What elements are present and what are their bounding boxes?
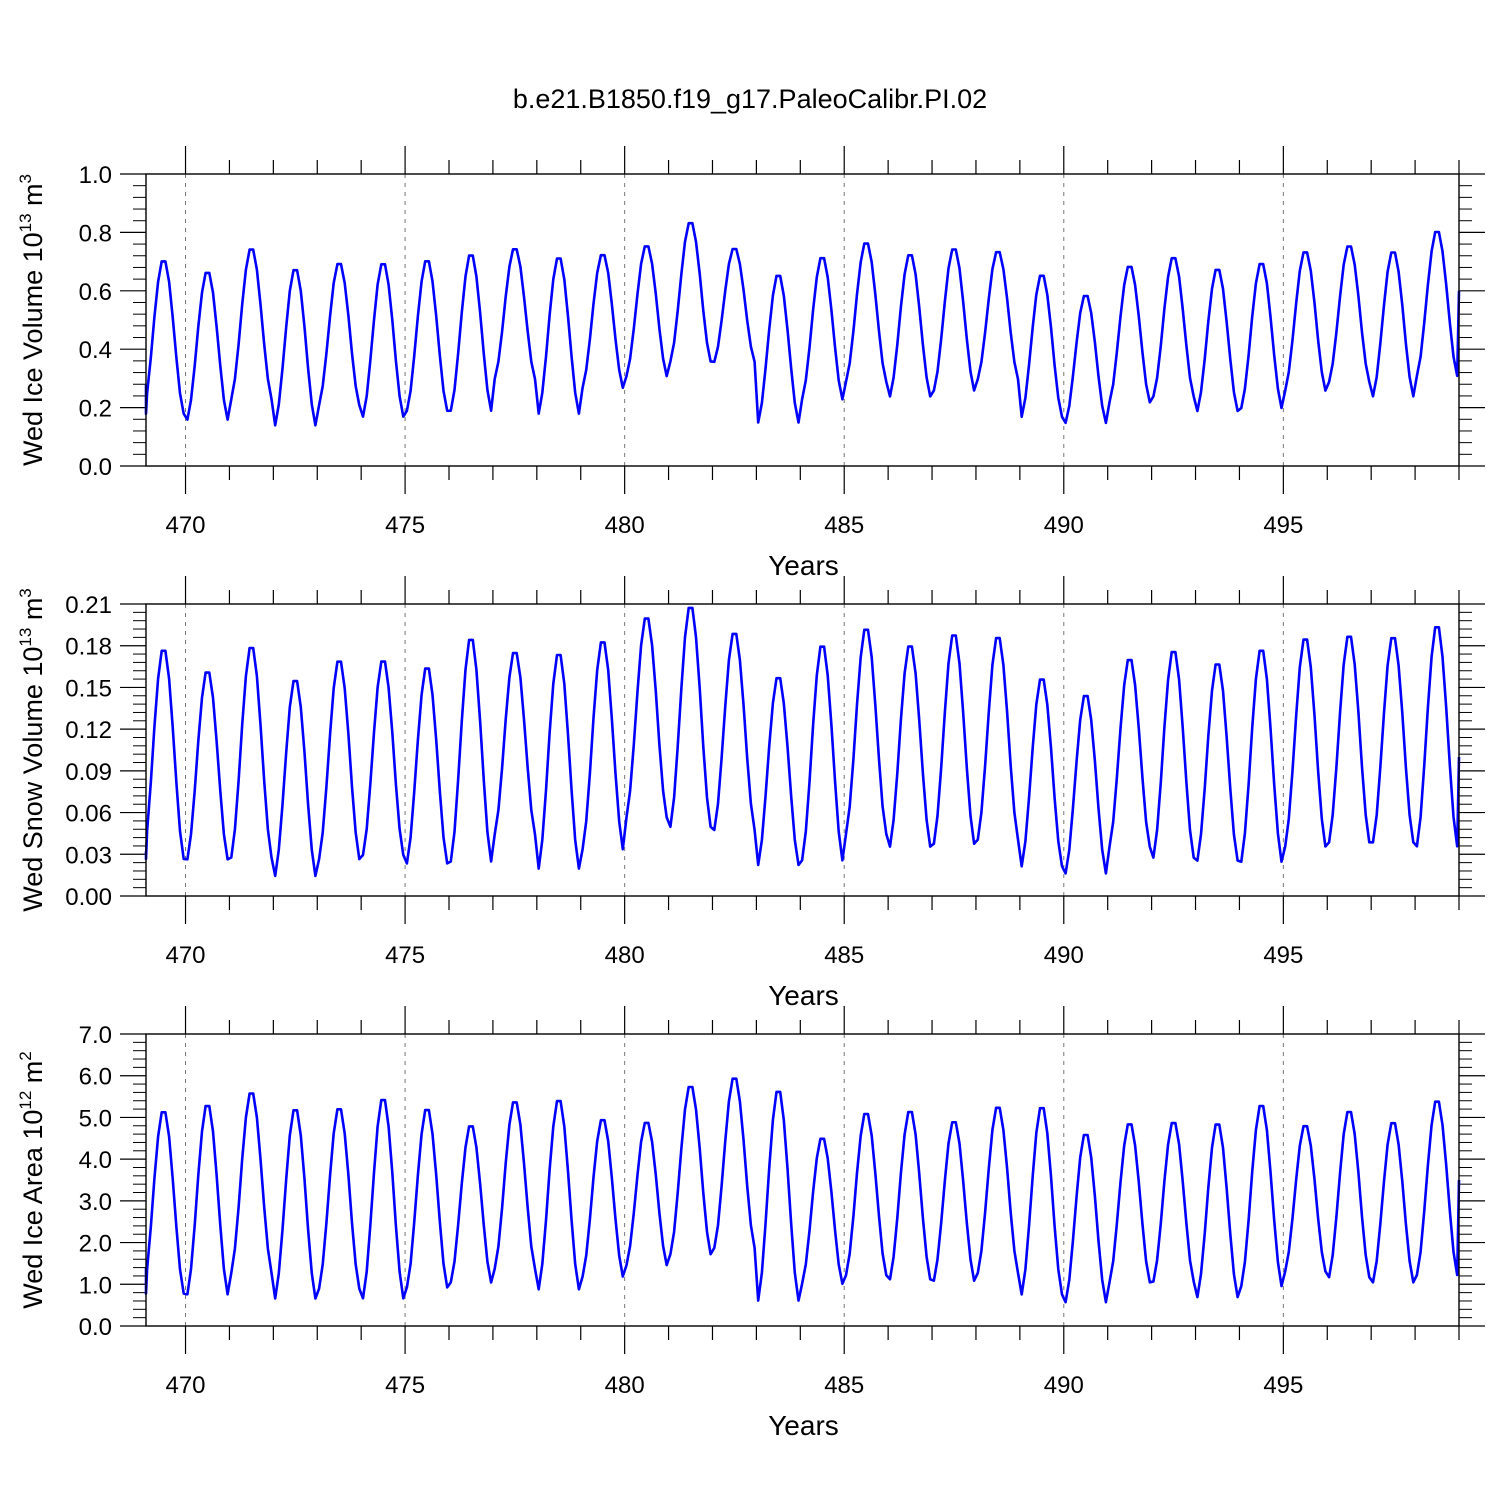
y-tick-label: 0.15: [65, 675, 112, 702]
series-line: [144, 1077, 1461, 1304]
y-tick-label: 2.0: [79, 1231, 112, 1258]
x-axis-label: Years: [768, 980, 839, 1011]
y-tick-label: 1.0: [79, 162, 112, 189]
y-tick-label: 0.18: [65, 634, 112, 661]
y-tick-label: 6.0: [79, 1064, 112, 1091]
y-tick-label: 0.8: [79, 220, 112, 247]
chart-panel-2: 0.00 0.03 0.06 0.09 0.12 0.15 0.18 0.21 470 475 48…: [16, 576, 1485, 1011]
x-tick-label: 485: [824, 512, 864, 539]
x-axis-label: Years: [768, 1410, 839, 1441]
y-tick-label: 0.0: [79, 454, 112, 481]
y-axis-label: Wed Ice Area 1012 m2: [16, 1051, 48, 1309]
y-tick-label: 0.09: [65, 759, 112, 786]
y-tick-label: 7.0: [79, 1022, 112, 1049]
y-axis-label: Wed Snow Volume 1013 m3: [16, 588, 48, 912]
y-tick-label: 0.6: [79, 279, 112, 306]
y-tick-label: 0.00: [65, 884, 112, 911]
x-tick-label: 495: [1263, 942, 1303, 969]
x-tick-label: 485: [824, 1372, 864, 1399]
x-tick-label: 490: [1044, 1372, 1084, 1399]
x-tick-label: 490: [1044, 512, 1084, 539]
x-tick-label: 495: [1263, 1372, 1303, 1399]
plot-frame: [145, 1033, 1460, 1327]
y-tick-label: 4.0: [79, 1147, 112, 1174]
x-tick-label: 470: [165, 512, 205, 539]
x-tick-label: 495: [1263, 512, 1303, 539]
y-tick-label: 0.12: [65, 717, 112, 744]
y-tick-label: 0.06: [65, 801, 112, 828]
y-tick-label: 1.0: [79, 1272, 112, 1299]
x-tick-label: 475: [385, 1372, 425, 1399]
y-tick-label: 5.0: [79, 1105, 112, 1132]
plot-frame: [145, 173, 1460, 467]
y-tick-label: 3.0: [79, 1189, 112, 1216]
chart-panel-1: 0.0 0.2 0.4 0.6 0.8 1.0 470 475 480 485 490 495 Year…: [16, 146, 1485, 581]
chart-panels: 0.0 0.2 0.4 0.6 0.8 1.0 470 475 480 485 490 495 Year…: [16, 146, 1485, 1441]
x-axis-label: Years: [768, 550, 839, 581]
y-axis-label: Wed Ice Volume 1013 m3: [16, 174, 48, 466]
x-tick-label: 480: [605, 512, 645, 539]
x-tick-label: 475: [385, 942, 425, 969]
y-tick-label: 0.0: [79, 1314, 112, 1341]
chart-panel-3: 0.0 1.0 2.0 3.0 4.0 5.0 6.0 7.0 470 475 480 485 490 4…: [16, 1006, 1485, 1441]
x-tick-label: 480: [605, 1372, 645, 1399]
x-tick-label: 470: [165, 942, 205, 969]
plot-frame: [145, 603, 1460, 897]
x-tick-label: 470: [165, 1372, 205, 1399]
x-tick-label: 475: [385, 512, 425, 539]
x-tick-label: 490: [1044, 942, 1084, 969]
x-tick-label: 480: [605, 942, 645, 969]
y-tick-label: 0.2: [79, 396, 112, 423]
y-tick-label: 0.4: [79, 337, 112, 364]
chart-title: b.e21.B1850.f19_g17.PaleoCalibr.PI.02: [513, 84, 987, 114]
series-line: [144, 221, 1461, 427]
y-tick-label: 0.03: [65, 842, 112, 869]
x-tick-label: 485: [824, 942, 864, 969]
y-tick-label: 0.21: [65, 592, 112, 619]
series-line: [144, 606, 1461, 878]
